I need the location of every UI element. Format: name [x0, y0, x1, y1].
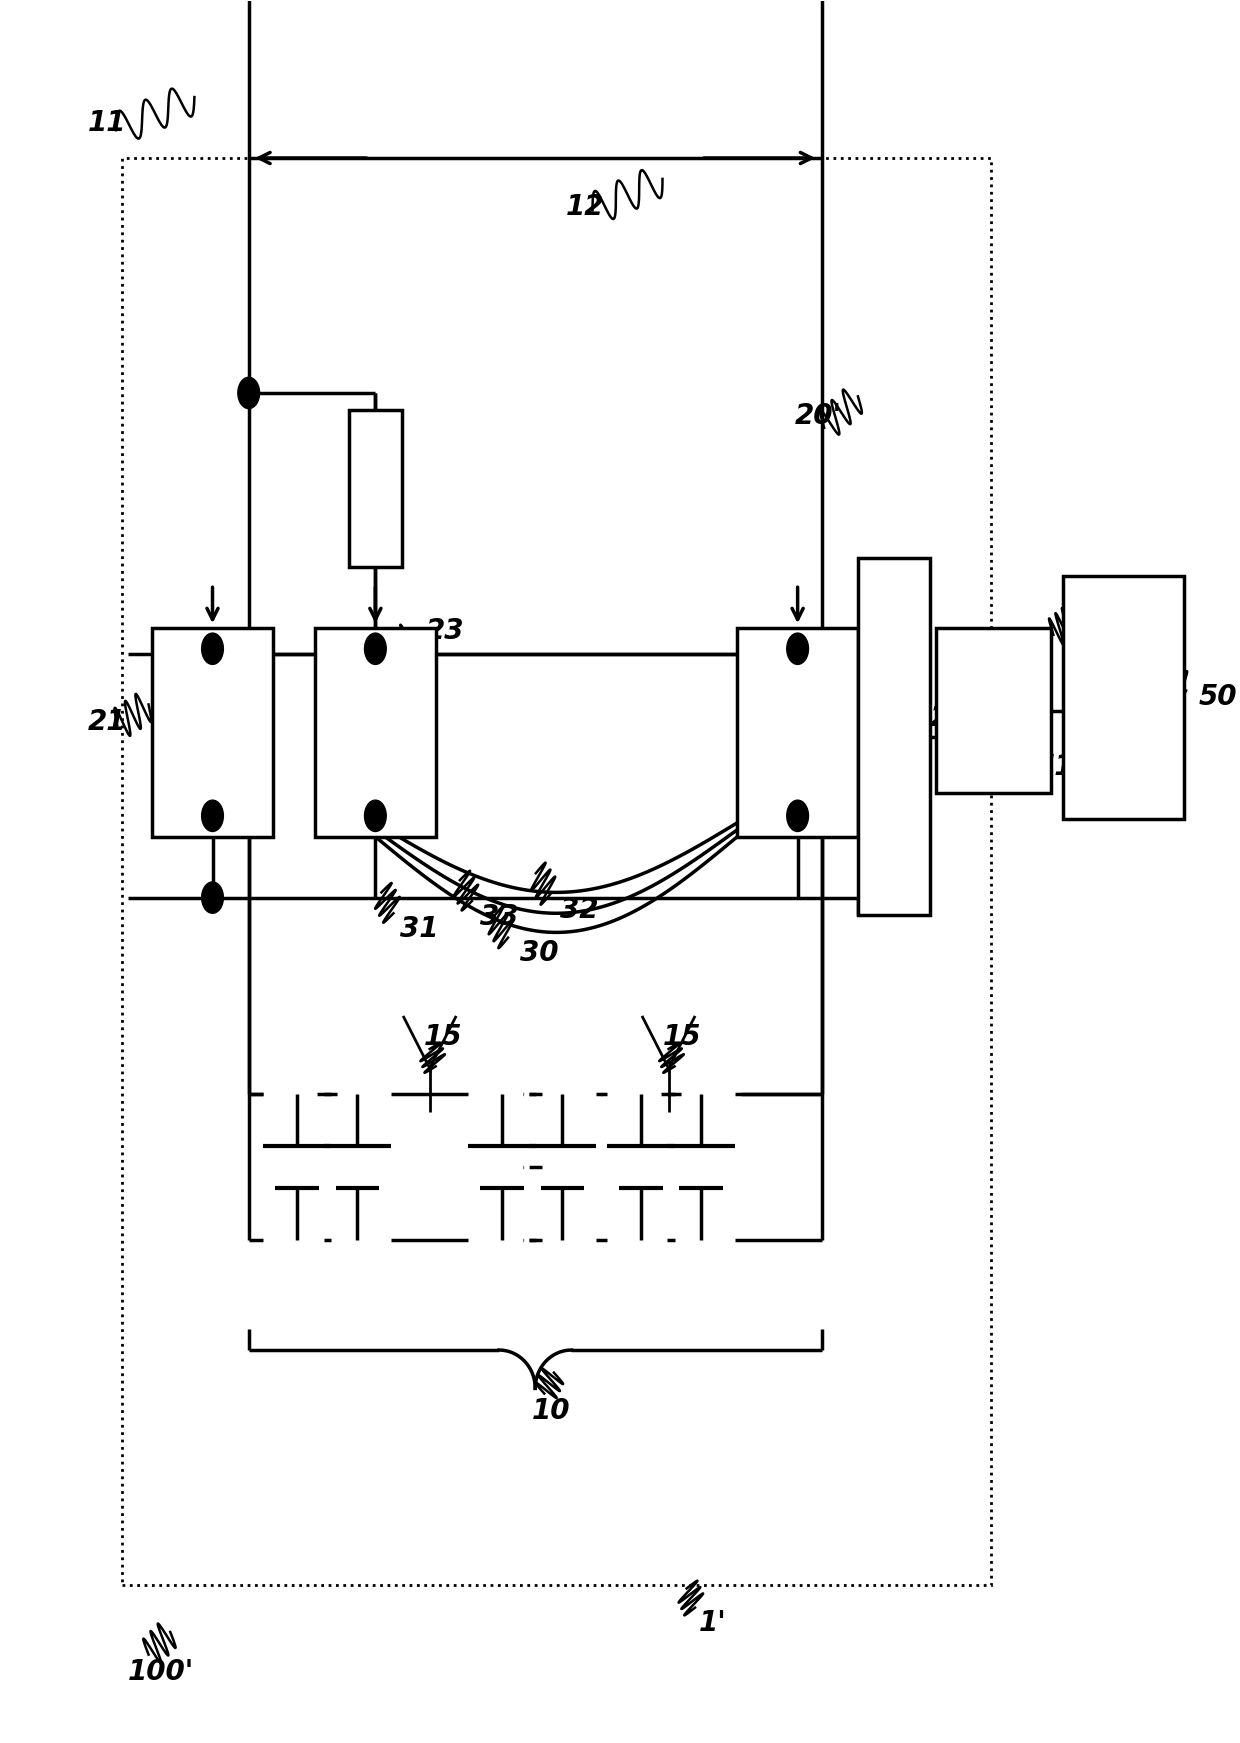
Text: 30: 30: [520, 939, 559, 967]
Text: 12: 12: [565, 193, 604, 221]
Text: 31: 31: [399, 915, 438, 943]
Text: 100': 100': [128, 1658, 195, 1685]
Circle shape: [365, 800, 386, 831]
Text: 1': 1': [698, 1609, 727, 1637]
Text: 15: 15: [662, 1023, 701, 1051]
Text: 20': 20': [795, 401, 842, 429]
Circle shape: [786, 800, 808, 831]
Bar: [858, 558, 930, 915]
Bar: [738, 627, 858, 837]
Text: 52: 52: [1087, 596, 1126, 624]
Text: 10: 10: [532, 1396, 570, 1426]
Circle shape: [202, 633, 223, 664]
Text: 50: 50: [1198, 683, 1236, 711]
Text: 33: 33: [480, 903, 518, 931]
Circle shape: [238, 376, 259, 408]
Bar: [315, 627, 435, 837]
Bar: [1063, 575, 1184, 819]
Text: 22: 22: [913, 704, 951, 732]
Bar: [153, 627, 273, 837]
Circle shape: [202, 882, 223, 913]
Circle shape: [202, 800, 223, 831]
Text: 21: 21: [88, 708, 126, 736]
Text: 23: 23: [427, 617, 465, 645]
Circle shape: [786, 633, 808, 664]
Text: 15: 15: [424, 1023, 463, 1051]
Bar: [936, 627, 1052, 793]
Text: 32: 32: [560, 896, 599, 924]
Bar: [122, 159, 991, 1584]
Text: 11: 11: [88, 110, 126, 138]
Text: 51: 51: [1035, 753, 1074, 781]
Circle shape: [365, 633, 386, 664]
Bar: [348, 410, 402, 566]
